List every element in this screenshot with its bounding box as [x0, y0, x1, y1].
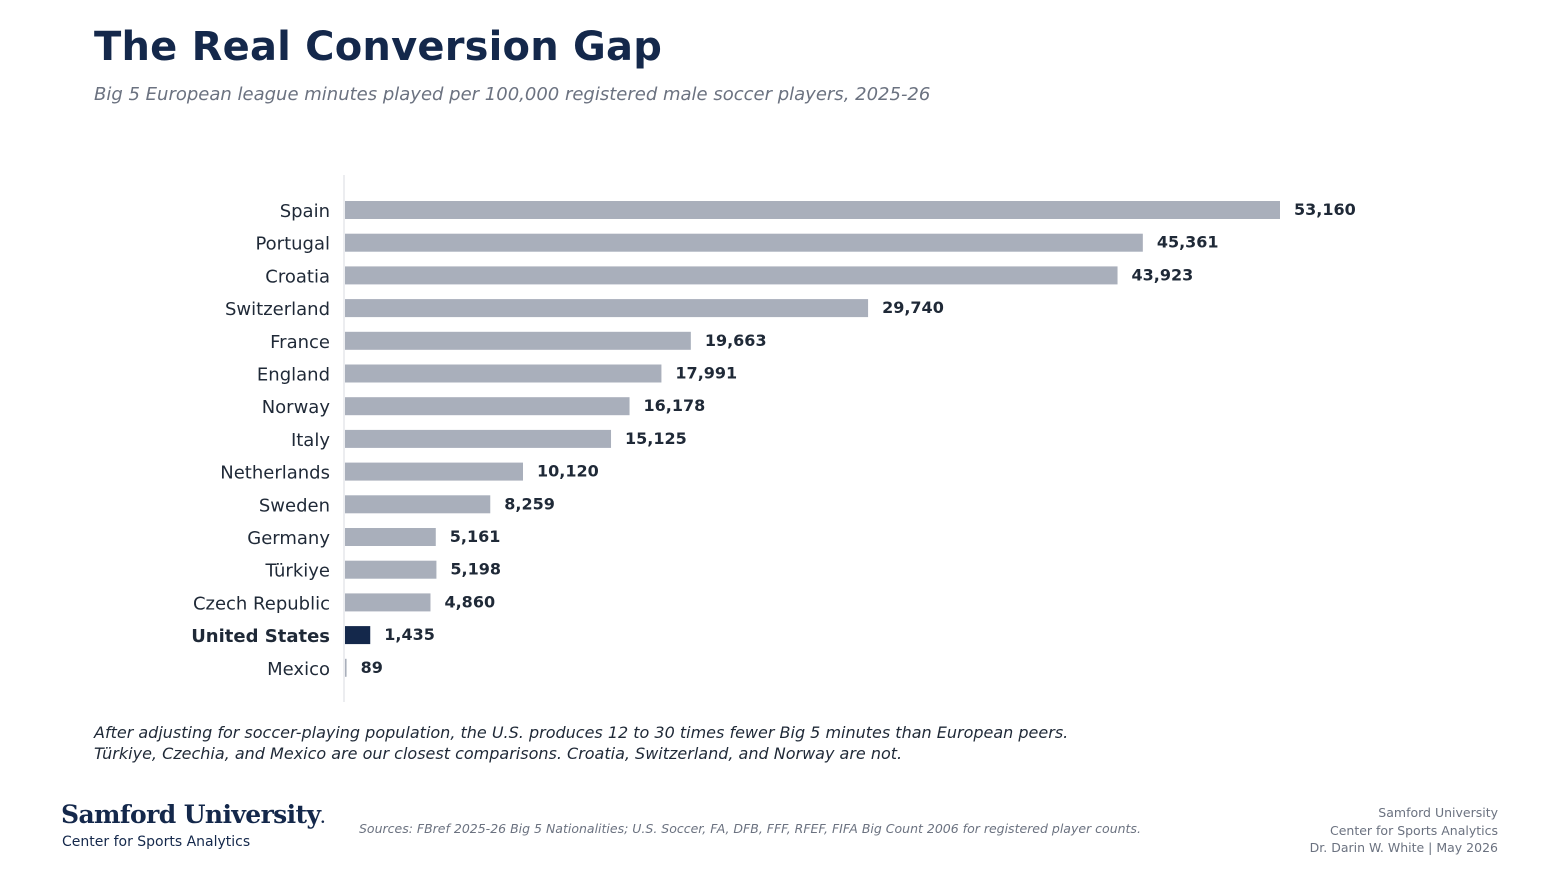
bar-t-rkiye: [345, 560, 437, 579]
credits-block: Samford University Center for Sports Ana…: [1310, 804, 1498, 857]
category-label-czech-republic: Czech Republic: [193, 593, 330, 614]
logo-name-text: Samford University: [61, 800, 321, 829]
category-label-italy: Italy: [291, 430, 330, 451]
sources-note: Sources: FBref 2025-26 Big 5 Nationaliti…: [359, 821, 1141, 836]
category-label-spain: Spain: [280, 201, 330, 222]
value-label-norway: 16,178: [644, 396, 706, 415]
credit-center: Center for Sports Analytics: [1329, 822, 1498, 838]
value-label-croatia: 43,923: [1132, 265, 1194, 284]
value-label-mexico: 89: [361, 658, 383, 677]
category-label-portugal: Portugal: [255, 234, 330, 255]
credit-author: Dr. Darin W. White | May 2026: [1309, 840, 1498, 855]
bar-france: [345, 331, 691, 350]
value-label-sweden: 8,259: [504, 494, 555, 513]
value-label-czech-republic: 4,860: [444, 592, 495, 611]
bar-sweden: [345, 495, 491, 514]
chart-title: The Real Conversion Gap: [94, 24, 663, 70]
category-label-united-states: United States: [191, 626, 330, 647]
value-label-netherlands: 10,120: [537, 462, 599, 481]
note-line-1: After adjusting for soccer-playing popul…: [94, 723, 1069, 742]
category-label-mexico: Mexico: [267, 659, 330, 680]
chart-note: After adjusting for soccer-playing popul…: [94, 722, 1068, 764]
category-label-germany: Germany: [247, 528, 330, 549]
bar-czech-republic: [345, 593, 431, 612]
category-label-croatia: Croatia: [265, 266, 330, 287]
bar-united-states: [345, 626, 371, 645]
logo-mark: .: [320, 811, 326, 827]
bar-netherlands: [345, 462, 523, 481]
value-label-spain: 53,160: [1294, 200, 1356, 219]
bar-spain: [345, 201, 1280, 219]
bar-croatia: [345, 266, 1118, 285]
value-label-france: 19,663: [705, 331, 767, 350]
category-label-netherlands: Netherlands: [220, 463, 330, 484]
value-label-t-rkiye: 5,198: [450, 560, 501, 579]
bar-england: [345, 364, 662, 383]
note-line-2: Türkiye, Czechia, and Mexico are our clo…: [94, 744, 903, 763]
value-label-portugal: 45,361: [1157, 233, 1219, 252]
bar-germany: [345, 528, 436, 546]
value-label-england: 17,991: [675, 364, 737, 383]
bar-switzerland: [345, 299, 869, 318]
value-label-united-states: 1,435: [384, 625, 435, 644]
bar-italy: [345, 429, 612, 448]
chart-subtitle: Big 5 European league minutes played per…: [94, 84, 931, 105]
value-label-switzerland: 29,740: [882, 298, 944, 317]
category-label-t-rkiye: Türkiye: [265, 561, 331, 582]
logo-subtitle: Center for Sports Analytics: [62, 834, 251, 850]
credit-org: Samford University: [1378, 805, 1498, 820]
category-label-switzerland: Switzerland: [225, 299, 330, 320]
samford-logo: Samford University.: [61, 800, 325, 829]
category-label-france: France: [270, 332, 330, 353]
category-label-england: England: [257, 365, 330, 386]
value-label-germany: 5,161: [450, 527, 501, 546]
bar-mexico: [345, 658, 347, 677]
value-label-italy: 15,125: [625, 429, 687, 448]
bar-norway: [345, 397, 630, 416]
category-label-norway: Norway: [262, 397, 331, 418]
category-label-sweden: Sweden: [259, 495, 330, 516]
bar-portugal: [345, 233, 1143, 252]
